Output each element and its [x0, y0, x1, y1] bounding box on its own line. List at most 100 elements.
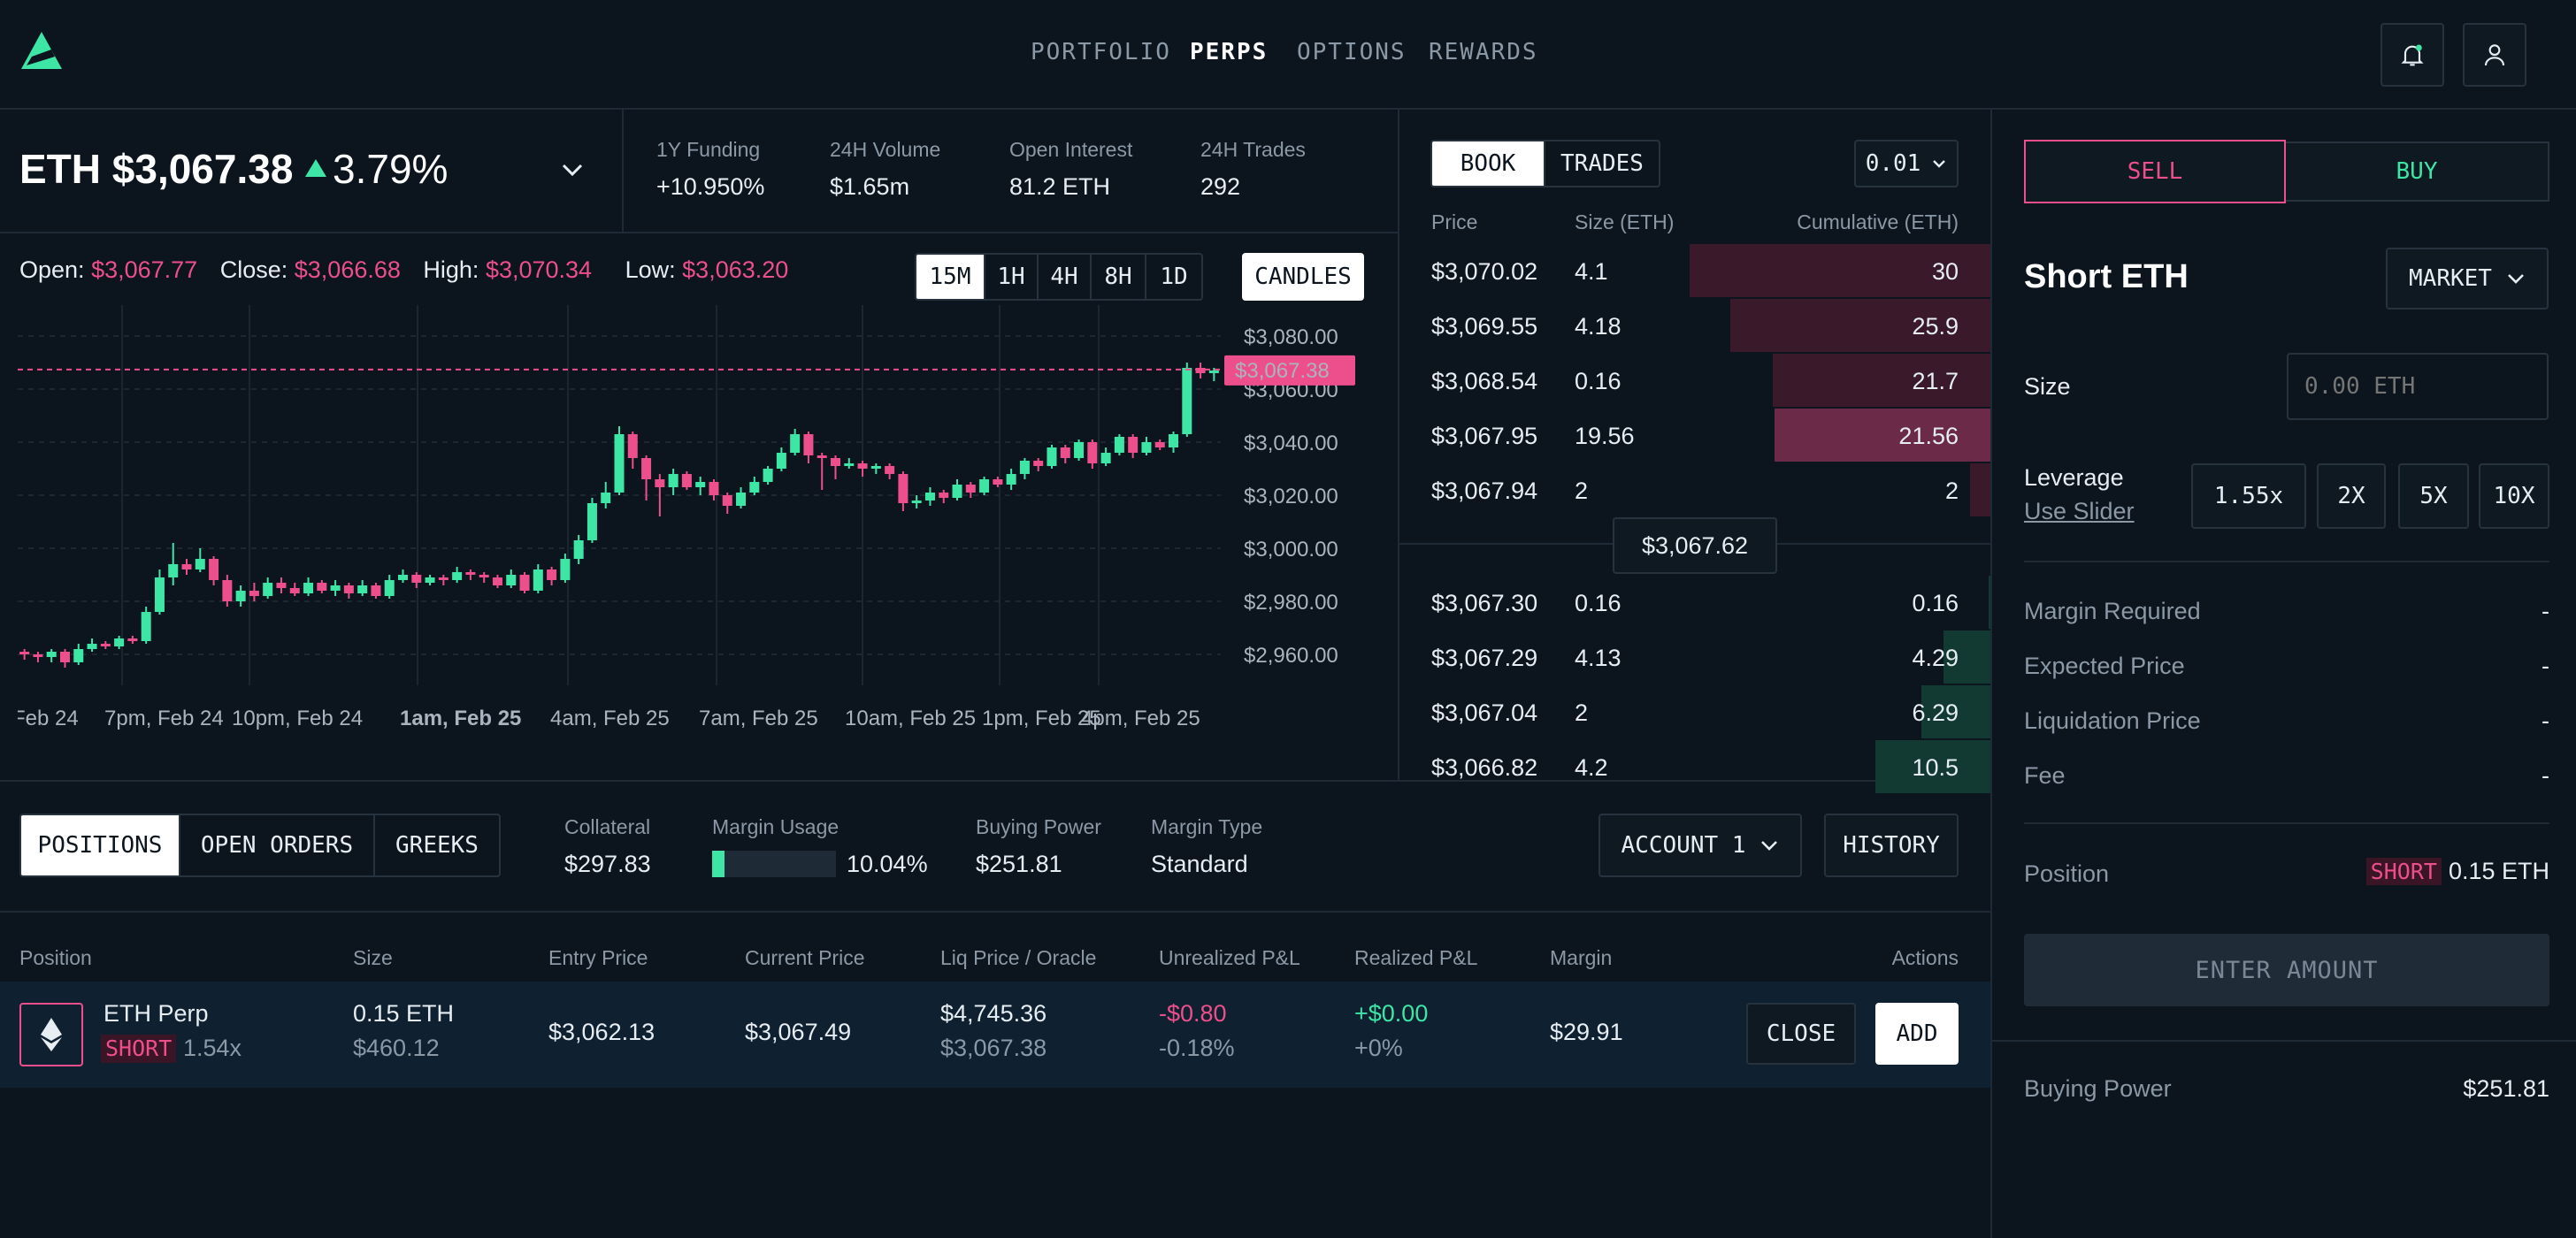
candle-body: [1006, 474, 1016, 485]
size-label: Size: [2024, 373, 2071, 400]
candle-body: [506, 575, 517, 585]
nav-rewards[interactable]: REWARDS: [1429, 39, 1538, 65]
position-size-usd: $460.12: [353, 1035, 440, 1061]
position-rpnl-pct: +0%: [1354, 1035, 1403, 1061]
position-margin: $29.91: [1550, 1019, 1623, 1045]
leverage-1-55x[interactable]: 1.55x: [2191, 463, 2306, 529]
timeframe-4h[interactable]: 4H: [1039, 255, 1092, 299]
ask-row[interactable]: $3,067.95 19.56 21.56: [1401, 409, 1990, 462]
chevron-down-icon[interactable]: [559, 159, 586, 180]
ask-row[interactable]: $3,068.54 0.16 21.7: [1401, 354, 1990, 407]
chart-style-button[interactable]: CANDLES: [1242, 253, 1364, 301]
ask-row[interactable]: $3,069.55 4.18 25.9: [1401, 299, 1990, 352]
buy-button[interactable]: BUY: [2286, 141, 2549, 202]
bid-row[interactable]: $3,067.29 4.13 4.29: [1401, 630, 1990, 684]
logo-icon[interactable]: [19, 30, 64, 71]
candle-body: [776, 453, 786, 469]
ask-depth-bar: [1970, 463, 1990, 516]
bid-cumulative: 10.5: [1912, 754, 1959, 781]
candle-body: [641, 458, 652, 479]
ask-price: $3,067.94: [1431, 478, 1538, 504]
bid-cumulative: 4.29: [1912, 645, 1959, 671]
sell-button[interactable]: SELL: [2024, 140, 2286, 203]
nav-options[interactable]: OPTIONS: [1297, 39, 1407, 65]
close-position-button[interactable]: CLOSE: [1746, 1003, 1856, 1065]
add-position-button[interactable]: ADD: [1875, 1003, 1959, 1065]
candle-body: [1100, 453, 1111, 463]
account-select[interactable]: ACCOUNT 1: [1598, 814, 1802, 877]
candle-body: [573, 540, 584, 559]
candle-body: [222, 580, 233, 601]
ask-price: $3,070.02: [1431, 258, 1538, 285]
ask-size: 0.16: [1575, 368, 1622, 394]
order-type-select[interactable]: MARKET: [2386, 248, 2549, 310]
candle-body: [384, 580, 395, 596]
x-tick-label: Feb 24: [18, 707, 79, 730]
bid-row[interactable]: $3,067.30 0.16 0.16: [1401, 576, 1990, 629]
table-row[interactable]: [0, 982, 1990, 1088]
position-upnl-pct: -0.18%: [1159, 1035, 1235, 1061]
tab-open-orders[interactable]: OPEN ORDERS: [180, 815, 375, 875]
leverage-10x[interactable]: 10X: [2479, 463, 2549, 529]
bottom-tabs: POSITIONS OPEN ORDERS GREEKS: [19, 814, 501, 877]
candle-body: [100, 644, 111, 646]
ohlc-low-label: Low:: [625, 256, 676, 283]
candle-body: [1154, 442, 1165, 447]
ask-row[interactable]: $3,070.02 4.1 30: [1401, 244, 1990, 297]
tab-trades[interactable]: TRADES: [1560, 150, 1644, 177]
stat-funding-label: 1Y Funding: [656, 138, 761, 161]
x-tick-label: 10pm, Feb 24: [232, 707, 363, 730]
bid-row[interactable]: $3,067.04 2 6.29: [1401, 685, 1990, 738]
candle-body: [830, 458, 840, 466]
chevron-down-icon: [2508, 274, 2524, 284]
position-entry: $3,062.13: [548, 1019, 656, 1045]
ohlc-low: $3,063.20: [682, 256, 789, 283]
profile-button[interactable]: [2463, 23, 2526, 87]
ask-row[interactable]: $3,067.94 2 2: [1401, 463, 1990, 516]
leverage-2x[interactable]: 2X: [2317, 463, 2386, 529]
candle-body: [317, 583, 327, 591]
notifications-button[interactable]: [2380, 23, 2444, 87]
bid-row[interactable]: $3,066.82 4.2 10.5: [1401, 740, 1990, 793]
nav-portfolio[interactable]: PORTFOLIO: [1031, 39, 1171, 65]
x-tick-label: 7am, Feb 25: [699, 707, 818, 730]
size-input[interactable]: [2287, 353, 2549, 420]
candle-body: [154, 577, 165, 612]
th-margin: Margin: [1550, 946, 1613, 969]
position-liq: $4,745.36: [940, 1000, 1047, 1027]
candle-body: [885, 466, 895, 474]
ob-header-cumulative: Cumulative (ETH): [1797, 210, 1959, 233]
history-button[interactable]: HISTORY: [1824, 814, 1959, 877]
candle-body: [979, 479, 990, 493]
candle-body: [1195, 368, 1206, 373]
precision-value: 0.01: [1865, 150, 1921, 177]
leverage-5x[interactable]: 5X: [2398, 463, 2469, 529]
candle-body: [857, 463, 868, 469]
tab-positions[interactable]: POSITIONS: [21, 815, 180, 875]
timeframe-15m[interactable]: 15M: [916, 255, 985, 299]
tab-book[interactable]: BOOK: [1432, 141, 1545, 186]
stat-volume-value: $1.65m: [830, 173, 910, 200]
timeframe-8h[interactable]: 8H: [1092, 255, 1146, 299]
nav-perps[interactable]: PERPS: [1190, 39, 1269, 65]
submit-order-button[interactable]: ENTER AMOUNT: [2024, 934, 2549, 1006]
timeframe-1h[interactable]: 1H: [985, 255, 1039, 299]
candle-body: [803, 434, 814, 455]
precision-select[interactable]: 0.01: [1854, 140, 1959, 187]
use-slider-link[interactable]: Use Slider: [2024, 498, 2135, 524]
timeframe-1d[interactable]: 1D: [1160, 264, 1188, 290]
th-position: Position: [19, 946, 92, 969]
price-chart[interactable]: $3,080.00 $3,060.00 $3,040.00 $3,020.00 $3,0…: [1, 305, 1362, 730]
candle-body: [425, 577, 435, 583]
position-size: 0.15 ETH: [353, 1000, 455, 1027]
tab-greeks[interactable]: GREEKS: [395, 832, 479, 859]
chevron-down-icon: [1761, 841, 1778, 851]
ask-price: $3,067.95: [1431, 423, 1538, 449]
position-summary-side: SHORT: [2365, 858, 2442, 885]
candle-body: [343, 585, 354, 593]
candle-body: [181, 564, 192, 569]
candle-body: [73, 649, 84, 662]
candle-body: [763, 469, 773, 482]
candle-body: [1182, 368, 1192, 434]
candle-body: [59, 652, 70, 662]
